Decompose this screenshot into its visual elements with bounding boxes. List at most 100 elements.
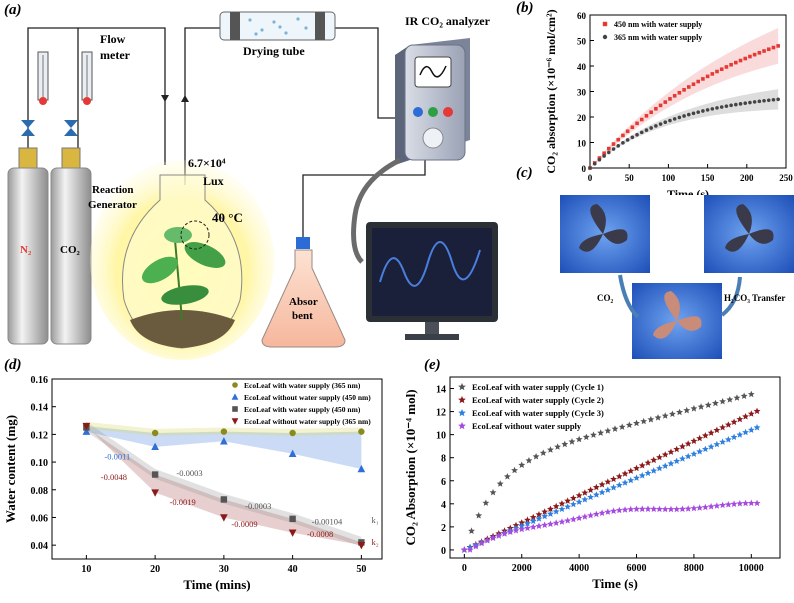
data-point [575, 435, 583, 443]
panel-a-label: (a) [4, 2, 22, 18]
data-point [724, 436, 732, 443]
data-point [713, 426, 721, 434]
annotation: -0.00104 [312, 516, 343, 526]
absorbent-label-1: Absor [289, 296, 318, 308]
legend-label: EcoLeaf with water supply (Cycle 3) [472, 408, 604, 418]
x-axis-label: Time (mins) [183, 577, 250, 592]
data-point [220, 428, 228, 435]
annotation: -0.0019 [170, 497, 196, 507]
data-point [679, 442, 686, 450]
data-point [663, 100, 668, 104]
x-tick-label: 50 [625, 173, 635, 183]
data-point [712, 399, 719, 407]
data-point [640, 417, 648, 425]
data-point [684, 505, 692, 512]
annotation: -0.0048 [101, 472, 127, 482]
data-point [627, 505, 635, 513]
x-tick-label: 100 [662, 173, 676, 183]
data-point [715, 69, 719, 74]
data-point [581, 489, 589, 496]
panel-e-label: (e) [424, 357, 441, 373]
data-point [627, 467, 635, 474]
panel-e: (e) 0 2000 4000 6000 8000 10000 0 2 4 6 8 10 12 14 Tim… [400, 355, 794, 598]
data-point [489, 488, 497, 496]
ecoleaf-photos [560, 195, 794, 359]
x-tick-label: 250 [779, 173, 793, 183]
data-point [673, 505, 681, 513]
data-point [220, 514, 228, 522]
data-point [691, 82, 696, 87]
n2-cylinder [7, 147, 49, 345]
photo-center [632, 283, 722, 359]
data-point [656, 453, 663, 461]
data-point [638, 462, 646, 469]
legend-marker [458, 422, 466, 430]
x-tick-label: 0 [588, 173, 593, 183]
data-point [701, 109, 705, 113]
data-point [644, 128, 649, 132]
data-point [691, 111, 696, 116]
data-point [621, 479, 629, 486]
legend-marker [458, 383, 466, 391]
data-point [639, 117, 644, 122]
data-point [738, 58, 743, 63]
data-point [468, 527, 475, 534]
data-point [151, 489, 159, 497]
data-point [539, 449, 547, 456]
data-point [747, 426, 755, 433]
data-point [747, 499, 755, 507]
data-point [719, 423, 726, 431]
data-point [82, 422, 91, 431]
data-point [592, 510, 600, 518]
data-point [592, 483, 600, 491]
data-point [705, 108, 710, 112]
y-tick-label: 0.10 [31, 458, 49, 469]
arrow-transfer [720, 276, 742, 317]
data-point [776, 97, 780, 102]
data-point [702, 432, 709, 439]
data-point [518, 522, 526, 529]
x-tick-label: 2000 [512, 563, 532, 574]
series-band [590, 89, 779, 168]
photo-right [704, 195, 794, 273]
legend-marker [602, 34, 608, 40]
data-point [615, 472, 623, 480]
data-point [607, 150, 611, 155]
data-point [611, 425, 619, 432]
data-point [633, 464, 640, 472]
data-point [570, 494, 577, 502]
data-point [753, 407, 761, 415]
data-point [590, 431, 597, 438]
data-point [552, 519, 560, 526]
data-point [621, 133, 625, 138]
data-point [705, 74, 710, 79]
data-point [625, 129, 630, 134]
flow-meter-2 [81, 51, 93, 105]
data-point [719, 67, 724, 71]
data-point [615, 481, 623, 489]
x-tick-label: 10 [81, 564, 91, 575]
data-point [618, 423, 626, 430]
data-point [570, 515, 577, 523]
valve-icon [21, 120, 78, 136]
data-point [748, 100, 752, 105]
y-tick-label: 2 [441, 523, 446, 534]
data-point [673, 457, 681, 465]
data-point [357, 464, 366, 473]
data-point [627, 476, 635, 484]
y-tick-label: 0 [441, 546, 446, 557]
data-point [604, 508, 612, 515]
data-point [757, 99, 762, 104]
legend-label: EcoLeaf without water supply [472, 421, 582, 431]
data-point [220, 437, 228, 445]
data-point [558, 518, 566, 525]
data-point [672, 117, 677, 121]
data-point [220, 496, 228, 503]
legend-label: EcoLeaf with water supply (Cycle 2) [472, 395, 604, 405]
drying-tube-label: Drying tube [243, 44, 305, 58]
data-point [495, 532, 503, 539]
data-point [682, 114, 686, 118]
data-point [658, 103, 663, 108]
data-point [661, 505, 669, 513]
